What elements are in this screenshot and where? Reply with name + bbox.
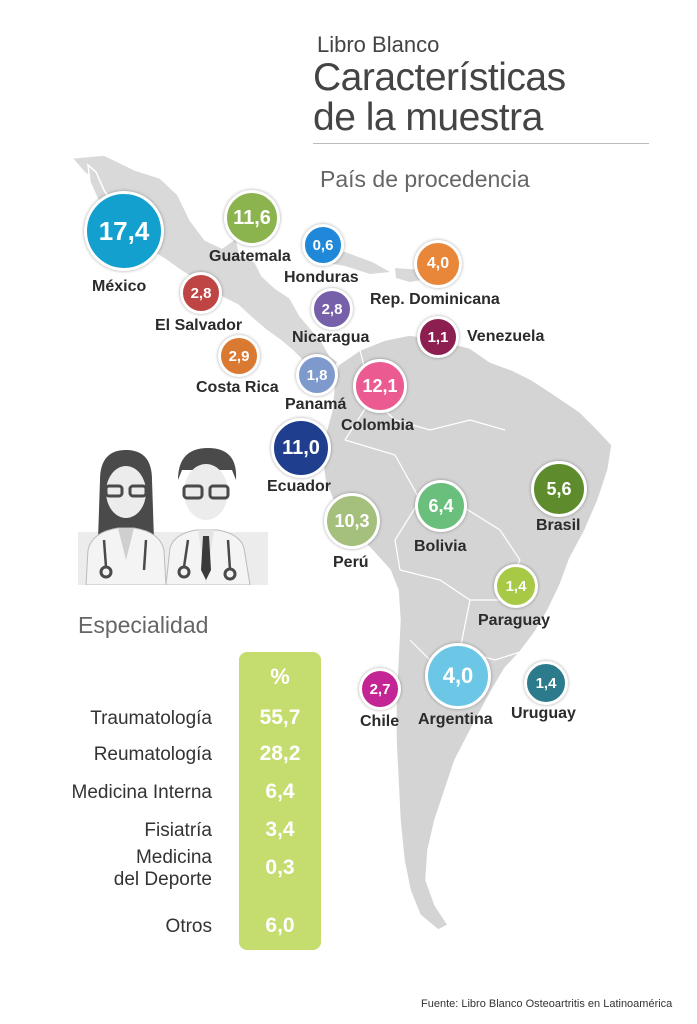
specialty-value: 55,7 [259, 706, 301, 729]
bubble-el-salvador: 2,8 [180, 272, 222, 314]
bubble-panama: 1,8 [296, 354, 338, 396]
label-chile: Chile [360, 713, 400, 730]
doctors-illustration [78, 448, 268, 585]
bubble-guatemala: 11,6 [224, 190, 280, 246]
label-mexico: México [92, 278, 147, 295]
specialty-name: Medicina del Deporte [113, 847, 212, 890]
bubble-costa-rica: 2,9 [218, 335, 260, 377]
label-colombia: Colombia [341, 417, 414, 434]
map-subtitle: País de procedencia [320, 166, 530, 192]
label-paraguay: Paraguay [478, 612, 551, 629]
label-uruguay: Uruguay [511, 705, 576, 722]
bubble-uruguay: 1,4 [524, 661, 568, 705]
specialty-name: Medicina Interna [71, 782, 212, 803]
bubble-brasil: 5,6 [531, 461, 587, 517]
label-bolivia: Bolivia [414, 538, 467, 555]
specialty-value: 0,3 [265, 856, 295, 879]
label-brasil: Brasil [536, 517, 581, 534]
bubble-peru: 10,3 [324, 493, 380, 549]
bubble-bolivia: 6,4 [415, 480, 467, 532]
label-panama: Panamá [285, 396, 347, 413]
bubble-nicaragua: 2,8 [311, 288, 353, 330]
bubble-argentina: 4,0 [425, 643, 491, 709]
title-line-2: de la muestra [313, 96, 543, 139]
specialty-value: 28,2 [259, 742, 301, 765]
bubble-rep-dominicana: 4,0 [414, 240, 462, 288]
label-peru: Perú [333, 554, 369, 571]
male-doctor-hair-icon [178, 448, 237, 480]
title-divider [313, 143, 649, 144]
label-honduras: Honduras [284, 269, 359, 286]
specialty-value: 3,4 [265, 818, 295, 841]
label-argentina: Argentina [418, 711, 493, 728]
title-line-1: Características [313, 56, 566, 99]
specialty-panel [239, 652, 321, 950]
label-costa-rica: Costa Rica [196, 379, 279, 396]
bubble-colombia: 12,1 [353, 359, 407, 413]
bubble-mexico: 17,4 [84, 191, 164, 271]
bubble-venezuela: 1,1 [417, 316, 459, 358]
bubble-paraguay: 1,4 [494, 564, 538, 608]
label-ecuador: Ecuador [267, 478, 332, 495]
supertitle: Libro Blanco [317, 32, 440, 57]
specialty-name: Reumatología [93, 744, 212, 765]
specialty-value: 6,0 [265, 914, 295, 937]
source-note: Fuente: Libro Blanco Osteoartritis en La… [421, 998, 673, 1010]
bubble-honduras: 0,6 [302, 224, 344, 266]
tie-icon [201, 536, 211, 580]
label-rep-dominicana: Rep. Dominicana [370, 291, 500, 308]
label-el-salvador: El Salvador [155, 317, 243, 334]
label-nicaragua: Nicaragua [292, 329, 370, 346]
percent-header: % [270, 664, 290, 689]
specialty-name: Fisiatría [144, 820, 212, 841]
label-venezuela: Venezuela [467, 328, 545, 345]
page-title: Características de la muestra [313, 58, 566, 138]
specialty-name: Otros [165, 916, 212, 937]
specialty-value: 6,4 [265, 780, 295, 803]
specialty-name: Traumatología [90, 708, 212, 729]
label-guatemala: Guatemala [209, 248, 291, 265]
bubble-ecuador: 11,0 [271, 418, 331, 478]
specialty-title: Especialidad [78, 612, 209, 638]
bubble-chile: 2,7 [359, 668, 401, 710]
